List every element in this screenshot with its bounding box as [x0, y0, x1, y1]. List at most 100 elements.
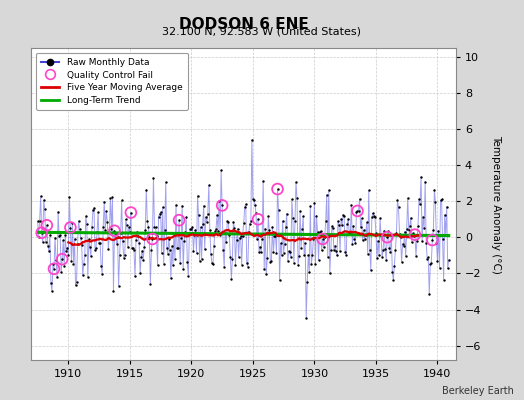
Point — [365, 187, 373, 194]
Point — [208, 260, 216, 266]
Point — [215, 197, 223, 204]
Point — [279, 249, 288, 256]
Point — [420, 225, 428, 231]
Point — [394, 197, 402, 204]
Point — [375, 252, 383, 258]
Point — [235, 235, 244, 242]
Point — [88, 224, 96, 230]
Point — [226, 254, 235, 261]
Point — [443, 265, 452, 272]
Point — [269, 249, 278, 256]
Point — [121, 252, 129, 258]
Point — [241, 204, 249, 211]
Point — [83, 220, 91, 227]
Point — [107, 225, 116, 232]
Point — [177, 235, 185, 242]
Point — [302, 314, 310, 321]
Point — [401, 253, 410, 259]
Point — [368, 214, 376, 220]
Point — [315, 228, 324, 235]
Point — [43, 242, 52, 249]
Point — [429, 226, 438, 233]
Point — [178, 202, 187, 209]
Point — [347, 202, 355, 208]
Point — [142, 186, 150, 193]
Point — [37, 193, 45, 200]
Point — [170, 230, 178, 236]
Point — [344, 216, 353, 222]
Point — [130, 246, 138, 253]
Point — [39, 197, 48, 203]
Point — [143, 218, 151, 224]
Point — [127, 209, 135, 216]
Point — [359, 227, 368, 233]
Point — [396, 234, 405, 240]
Point — [71, 282, 80, 289]
Point — [418, 238, 427, 244]
Point — [162, 244, 171, 251]
Point — [39, 239, 47, 245]
Point — [148, 236, 157, 242]
Point — [382, 257, 390, 264]
Point — [209, 260, 217, 267]
Point — [339, 211, 347, 218]
Point — [42, 222, 51, 228]
Point — [244, 263, 252, 270]
Point — [407, 214, 415, 221]
Point — [423, 256, 431, 262]
Point — [319, 236, 327, 242]
Point — [278, 218, 287, 224]
Point — [199, 220, 207, 227]
Point — [253, 236, 261, 242]
Point — [387, 232, 396, 238]
Point — [274, 186, 282, 192]
Point — [257, 248, 265, 255]
Point — [45, 248, 53, 254]
Point — [62, 248, 71, 255]
Point — [441, 212, 449, 218]
Point — [328, 223, 336, 229]
Point — [156, 211, 164, 217]
Point — [175, 217, 183, 224]
Point — [91, 247, 99, 254]
Point — [325, 270, 334, 276]
Point — [337, 216, 345, 222]
Point — [137, 253, 145, 260]
Point — [323, 254, 332, 260]
Point — [66, 224, 74, 231]
Point — [395, 230, 403, 237]
Point — [395, 204, 403, 210]
Point — [175, 217, 183, 224]
Point — [434, 228, 443, 234]
Text: Berkeley Earth: Berkeley Earth — [442, 386, 514, 396]
Point — [171, 256, 179, 262]
Point — [348, 240, 356, 247]
Point — [211, 228, 219, 234]
Point — [442, 203, 451, 210]
Point — [245, 229, 253, 235]
Point — [364, 250, 372, 257]
Point — [326, 247, 335, 253]
Point — [96, 240, 104, 246]
Point — [369, 210, 377, 216]
Point — [405, 227, 413, 233]
Point — [78, 242, 86, 248]
Point — [204, 210, 212, 217]
Point — [442, 231, 450, 238]
Point — [165, 236, 173, 242]
Point — [427, 259, 435, 266]
Point — [378, 254, 386, 260]
Point — [205, 182, 213, 188]
Point — [61, 232, 70, 238]
Point — [236, 233, 245, 240]
Point — [254, 216, 262, 222]
Point — [159, 261, 168, 267]
Point — [388, 269, 397, 275]
Point — [53, 274, 61, 280]
Point — [233, 226, 242, 232]
Point — [95, 240, 103, 246]
Point — [268, 224, 277, 230]
Point — [179, 266, 188, 272]
Point — [182, 214, 190, 220]
Point — [410, 233, 418, 239]
